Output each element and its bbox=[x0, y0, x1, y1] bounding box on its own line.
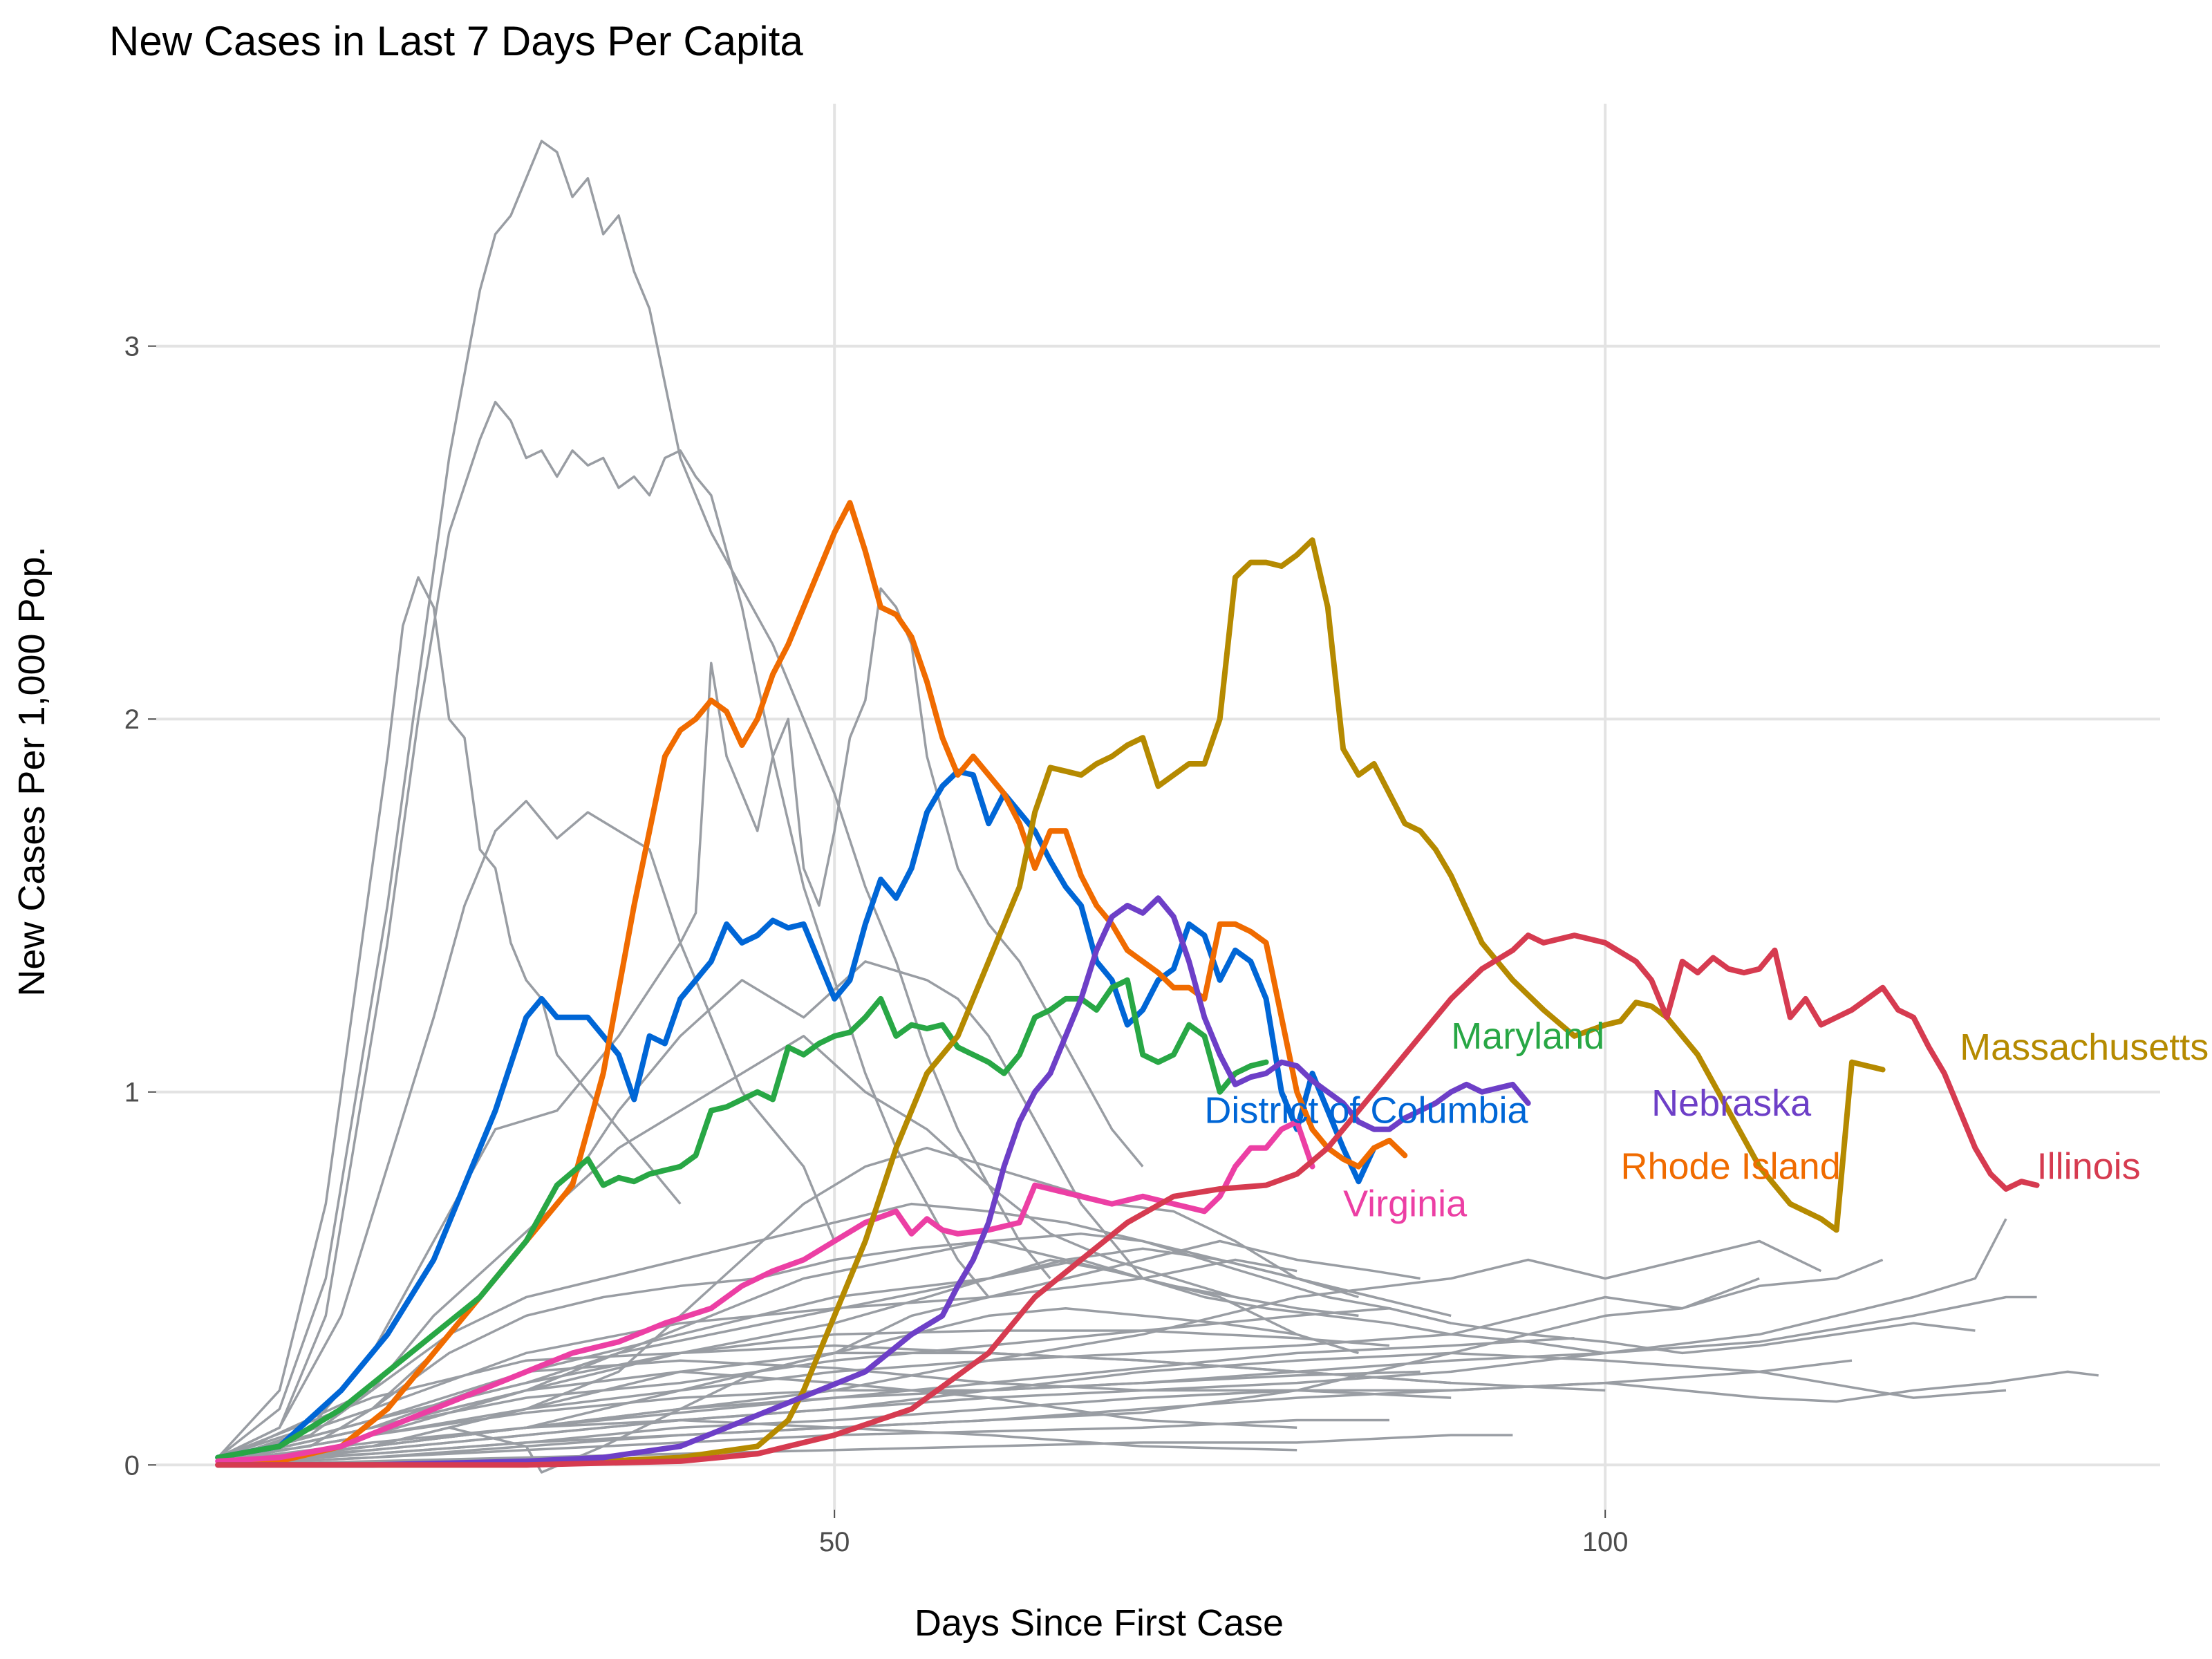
series-label-nebraska: Nebraska bbox=[1651, 1082, 1812, 1124]
background-series-line bbox=[218, 1370, 2099, 1467]
series-label-illinois: Illinois bbox=[2037, 1146, 2141, 1188]
y-axis-title: New Cases Per 1,000 Pop. bbox=[11, 546, 53, 996]
series-label-rhode-island: Rhode Island bbox=[1621, 1146, 1841, 1188]
background-series-line bbox=[217, 800, 836, 1459]
series-label-layer: District of Columbia Rhode Island Maryland… bbox=[1204, 1015, 2209, 1225]
background-series-line bbox=[217, 1370, 1421, 1463]
x-tick-label: 50 bbox=[819, 1527, 850, 1557]
background-series-line bbox=[218, 1418, 1297, 1463]
background-series-line bbox=[217, 1306, 1976, 1463]
background-series-line bbox=[217, 140, 1051, 1459]
background-series-line bbox=[217, 400, 990, 1459]
background-series-line bbox=[217, 1333, 1606, 1463]
series-label-virginia: Virginia bbox=[1343, 1183, 1468, 1225]
background-series-line bbox=[217, 1239, 1359, 1463]
y-tick-label: 3 bbox=[124, 332, 140, 362]
x-tick-label: 100 bbox=[1582, 1527, 1629, 1557]
tick-layer: 0 1 2 3 50 100 bbox=[124, 332, 1629, 1557]
y-tick-label: 1 bbox=[124, 1078, 140, 1108]
background-series-line bbox=[216, 576, 682, 1459]
x-axis-title: Days Since First Case bbox=[915, 1602, 1284, 1644]
series-label-massachusetts: Massachusetts bbox=[1960, 1027, 2209, 1068]
grid-layer bbox=[156, 104, 2160, 1510]
series-label-district-of-columbia: District of Columbia bbox=[1204, 1090, 1528, 1132]
y-tick-label: 2 bbox=[124, 704, 140, 735]
series-line-massachusetts bbox=[215, 537, 1886, 1468]
series-line-virginia bbox=[215, 1118, 1315, 1464]
background-series-line bbox=[218, 1434, 1513, 1467]
series-label-maryland: Maryland bbox=[1451, 1015, 1604, 1057]
series-line-illinois bbox=[215, 932, 2040, 1468]
highlighted-series-layer bbox=[215, 500, 2040, 1468]
series-line-rhode-island bbox=[215, 500, 1408, 1468]
background-series-line bbox=[217, 1258, 1297, 1463]
background-series-line bbox=[217, 1344, 1452, 1459]
background-series-line bbox=[217, 1359, 1452, 1463]
y-tick-label: 0 bbox=[124, 1450, 140, 1481]
chart-title: New Cases in Last 7 Days Per Capita bbox=[109, 18, 803, 64]
background-series-line bbox=[218, 1146, 1359, 1463]
background-series-line bbox=[218, 1359, 1853, 1463]
background-series-line bbox=[218, 1239, 1822, 1463]
series-line-maryland bbox=[215, 977, 1269, 1461]
background-series-line bbox=[218, 1295, 2037, 1467]
series-line-nebraska bbox=[215, 895, 1531, 1468]
background-series-line bbox=[217, 1202, 1375, 1463]
series-line-district-of-columbia bbox=[215, 768, 1377, 1461]
background-series-line bbox=[217, 587, 1144, 1459]
background-series-line bbox=[217, 1329, 1390, 1463]
background-series-line bbox=[217, 1035, 1236, 1459]
